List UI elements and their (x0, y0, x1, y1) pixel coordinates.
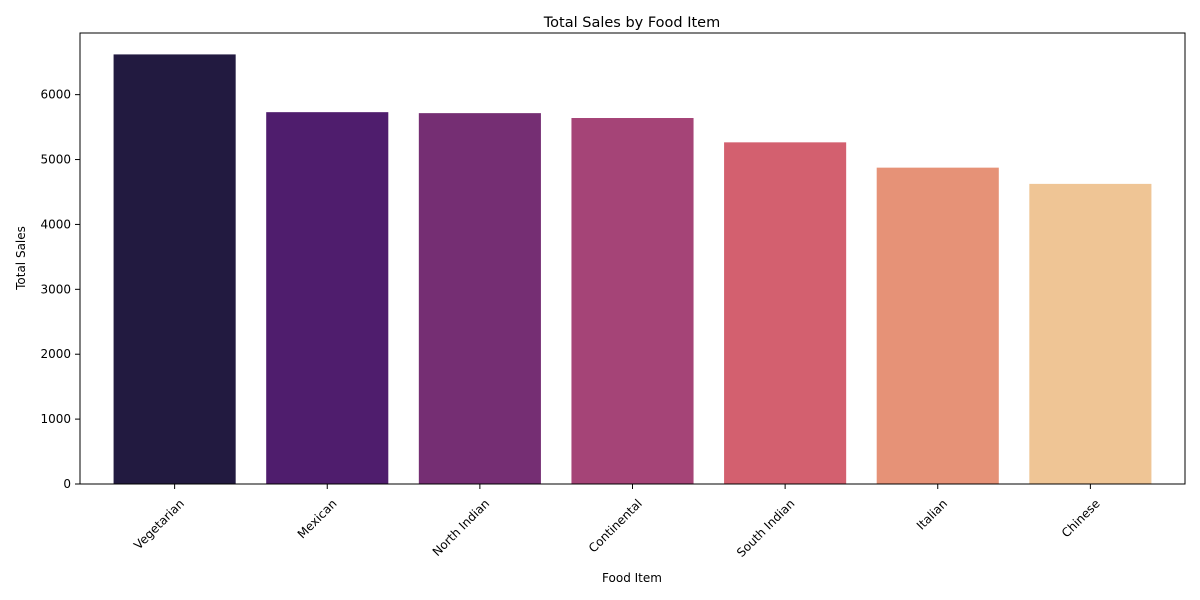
y-axis-label: Total Sales (14, 226, 28, 291)
y-tick-label: 6000 (40, 88, 71, 102)
bar-mexican (266, 112, 389, 485)
plot-frame (79, 32, 1186, 485)
bar-continental (571, 118, 694, 484)
bar-italian (876, 167, 999, 485)
bar-south-indian (724, 142, 847, 484)
y-tick-label: 5000 (40, 153, 71, 167)
x-axis-label: Food Item (602, 571, 662, 585)
bars-group (113, 54, 1152, 485)
y-axis-ticks: 0 1000 2000 3000 4000 5000 6000 (40, 88, 80, 491)
y-tick-label: 1000 (40, 412, 71, 426)
y-tick-label: 0 (63, 477, 71, 491)
y-tick-label: 4000 (40, 217, 71, 231)
y-tick-label: 2000 (40, 347, 71, 361)
chart-title: Total Sales by Food Item (543, 15, 720, 31)
bar-vegetarian (113, 54, 236, 484)
bar-north-indian (418, 113, 541, 484)
y-tick-label: 3000 (40, 282, 71, 296)
bar-chinese (1029, 183, 1152, 485)
